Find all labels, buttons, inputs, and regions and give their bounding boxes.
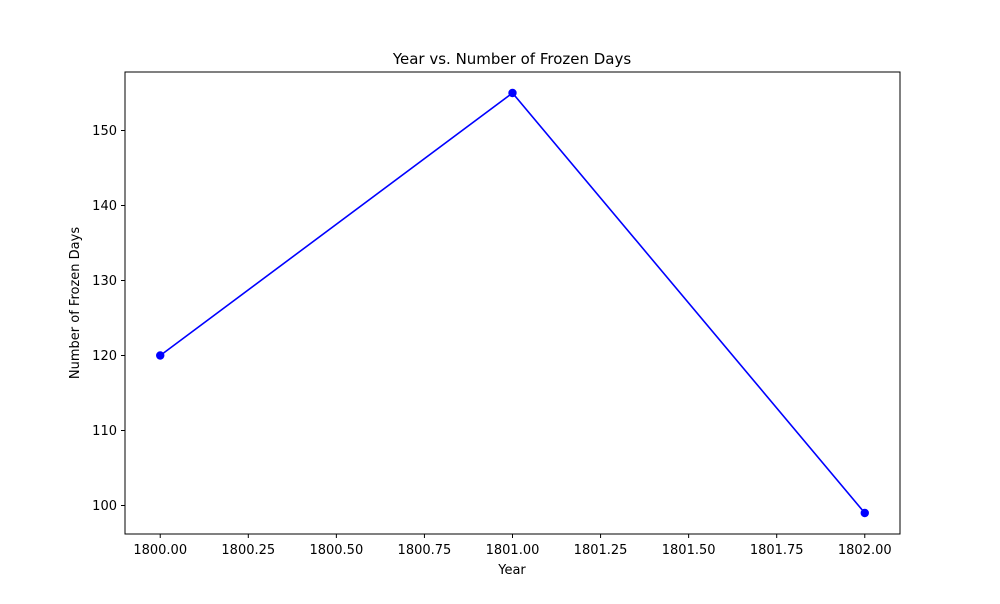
x-axis: 1800.00 1800.25 1800.50 1800.75 1801.00 1801.… <box>133 534 892 558</box>
data-point <box>508 88 517 98</box>
plot-area <box>125 72 900 534</box>
x-tick-label: 1800.00 <box>133 543 187 558</box>
data-point <box>156 351 165 360</box>
chart-title: Year vs. Number of Frozen Days <box>392 50 632 68</box>
series-layer <box>156 88 869 518</box>
x-tick-label: 1800.75 <box>398 543 452 558</box>
plot-frame <box>124 71 901 535</box>
x-tick-label: 1801.00 <box>486 543 540 558</box>
x-tick-label: 1801.50 <box>662 543 716 558</box>
data-point <box>860 508 869 518</box>
x-tick-label: 1801.25 <box>574 543 628 558</box>
y-tick-label: 120 <box>92 349 117 364</box>
x-tick-label: 1800.50 <box>309 543 363 558</box>
y-tick-label: 140 <box>92 199 117 214</box>
y-tick-label: 130 <box>92 274 117 289</box>
x-tick-label: 1801.75 <box>750 543 804 558</box>
x-tick-label: 1800.25 <box>221 543 275 558</box>
y-axis: 100 110 120 130 140 150 <box>92 124 125 514</box>
y-tick-label: 100 <box>92 499 117 514</box>
x-tick-label: 1802.00 <box>838 543 892 558</box>
y-tick-label: 110 <box>92 424 117 439</box>
y-tick-label: 150 <box>92 124 117 139</box>
y-axis-label: Number of Frozen Days <box>68 227 83 379</box>
x-axis-label: Year <box>497 563 526 578</box>
